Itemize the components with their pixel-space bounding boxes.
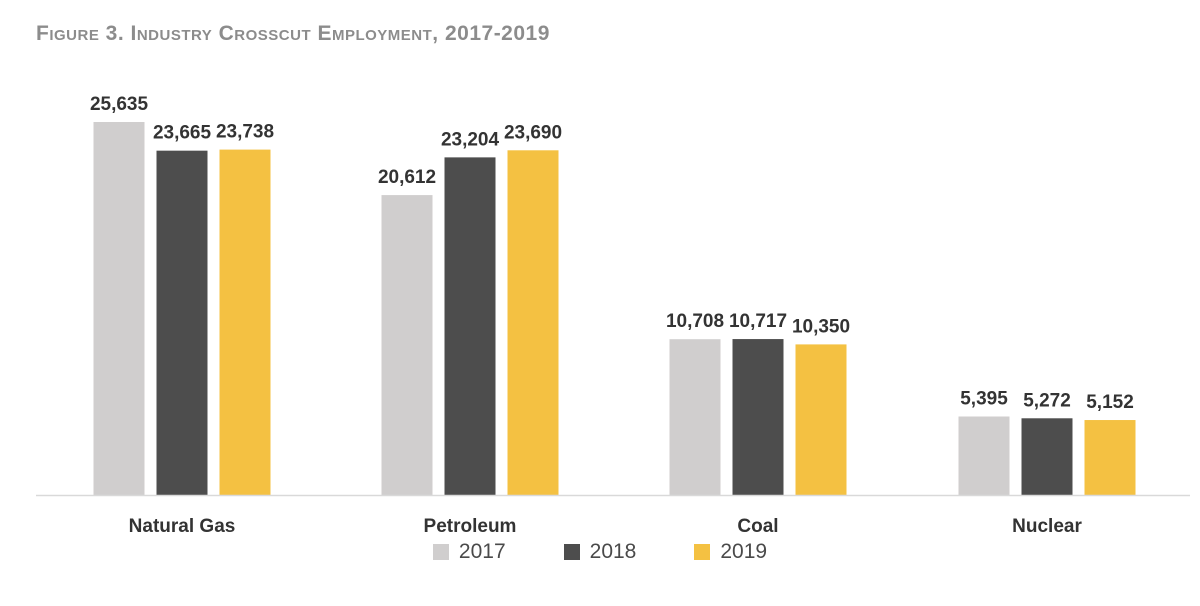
category-label-petroleum: Petroleum	[424, 516, 517, 537]
legend-label-2017: 2017	[458, 540, 506, 563]
category-label-nuclear: Nuclear	[1012, 516, 1082, 537]
category-label-coal: Coal	[737, 516, 778, 537]
data-label-natural-gas-2018: 23,665	[153, 123, 212, 144]
legend-item-2019: 2019	[694, 540, 767, 564]
figure-title: Figure 3. Industry Crosscut Employment, …	[36, 22, 550, 45]
data-label-nuclear-2019: 5,152	[1086, 392, 1134, 413]
legend-item-2017: 2017	[432, 540, 506, 564]
data-label-coal-2019: 10,350	[792, 316, 850, 337]
legend-label-2018: 2018	[589, 540, 637, 563]
legend: 2017 2018 2019	[0, 540, 1200, 564]
legend-item-2018: 2018	[563, 540, 637, 564]
data-label-natural-gas-2019: 23,738	[216, 122, 274, 143]
bars-layer	[93, 122, 1136, 496]
data-label-nuclear-2018: 5,272	[1023, 390, 1071, 411]
bar-nuclear-2017	[958, 416, 1010, 495]
legend-swatch-2017	[432, 544, 449, 560]
legend-swatch-2019	[694, 544, 711, 560]
legend-label-2019: 2019	[720, 540, 768, 563]
data-label-nuclear-2017: 5,395	[960, 389, 1008, 410]
bar-petroleum-2018	[444, 157, 496, 495]
category-label-natural-gas: Natural Gas	[129, 516, 236, 537]
data-label-petroleum-2017: 20,612	[378, 167, 436, 188]
category-labels-layer: Natural Gas Petroleum Coal Nuclear	[129, 516, 1083, 537]
bar-coal-2018	[732, 339, 784, 495]
bar-petroleum-2017	[381, 195, 433, 495]
bar-coal-2019	[795, 344, 847, 495]
data-label-natural-gas-2017: 25,635	[90, 94, 149, 115]
bar-coal-2017	[669, 339, 721, 495]
data-label-petroleum-2018: 23,204	[441, 129, 500, 150]
bar-natural-gas-2019	[219, 149, 271, 495]
bar-natural-gas-2018	[156, 150, 208, 496]
bar-nuclear-2018	[1021, 418, 1073, 495]
data-label-coal-2017: 10,708	[666, 311, 724, 332]
bar-natural-gas-2017	[93, 122, 145, 495]
data-label-petroleum-2019: 23,690	[504, 122, 562, 143]
bar-nuclear-2019	[1084, 420, 1136, 495]
legend-swatch-2018	[563, 544, 580, 560]
data-label-coal-2018: 10,717	[729, 311, 787, 332]
bar-petroleum-2019	[507, 150, 559, 495]
